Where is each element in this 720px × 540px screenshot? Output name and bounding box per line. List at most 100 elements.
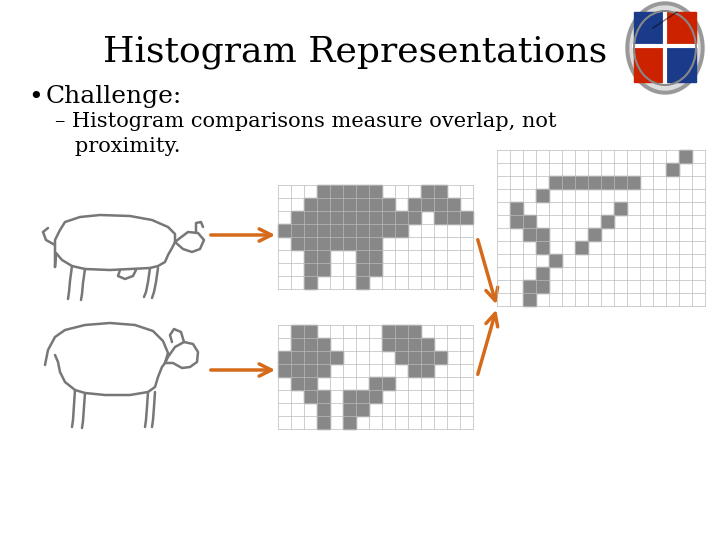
- Bar: [369, 237, 382, 250]
- Bar: [666, 163, 679, 176]
- Bar: [317, 263, 330, 276]
- Bar: [356, 250, 369, 263]
- Bar: [317, 338, 330, 351]
- Bar: [421, 338, 434, 351]
- Bar: [356, 237, 369, 250]
- Bar: [330, 185, 343, 198]
- Bar: [356, 276, 369, 289]
- Bar: [343, 390, 356, 403]
- Bar: [317, 237, 330, 250]
- Bar: [278, 351, 291, 364]
- Bar: [330, 211, 343, 224]
- Text: Histogram Representations: Histogram Representations: [103, 35, 607, 69]
- Bar: [562, 176, 575, 189]
- Bar: [278, 364, 291, 377]
- Bar: [382, 224, 395, 237]
- Bar: [382, 377, 395, 390]
- Bar: [614, 176, 627, 189]
- Bar: [575, 241, 588, 254]
- Bar: [356, 224, 369, 237]
- Bar: [369, 377, 382, 390]
- Bar: [304, 351, 317, 364]
- Bar: [460, 211, 473, 224]
- Bar: [356, 211, 369, 224]
- Bar: [634, 12, 665, 46]
- Bar: [447, 211, 460, 224]
- Bar: [408, 198, 421, 211]
- Bar: [421, 185, 434, 198]
- Bar: [317, 403, 330, 416]
- Bar: [536, 228, 549, 241]
- Bar: [356, 198, 369, 211]
- Bar: [634, 48, 665, 82]
- Bar: [421, 351, 434, 364]
- Bar: [317, 364, 330, 377]
- Bar: [369, 390, 382, 403]
- Bar: [382, 198, 395, 211]
- Bar: [369, 263, 382, 276]
- Bar: [588, 176, 601, 189]
- Bar: [421, 364, 434, 377]
- Bar: [278, 185, 473, 289]
- Bar: [356, 263, 369, 276]
- Bar: [395, 211, 408, 224]
- Bar: [291, 237, 304, 250]
- Bar: [343, 211, 356, 224]
- Bar: [304, 377, 317, 390]
- Bar: [317, 250, 330, 263]
- Bar: [304, 338, 317, 351]
- Bar: [356, 390, 369, 403]
- Bar: [382, 211, 395, 224]
- Bar: [408, 338, 421, 351]
- Bar: [330, 351, 343, 364]
- Bar: [408, 325, 421, 338]
- Bar: [369, 250, 382, 263]
- Text: •: •: [28, 85, 42, 109]
- Bar: [588, 228, 601, 241]
- Bar: [343, 185, 356, 198]
- Bar: [317, 390, 330, 403]
- Bar: [679, 150, 692, 163]
- Bar: [304, 364, 317, 377]
- Bar: [304, 211, 317, 224]
- Bar: [356, 185, 369, 198]
- Bar: [291, 325, 304, 338]
- Bar: [330, 224, 343, 237]
- Bar: [369, 224, 382, 237]
- Bar: [382, 325, 395, 338]
- Bar: [536, 267, 549, 280]
- Bar: [278, 325, 473, 429]
- Bar: [343, 237, 356, 250]
- Bar: [408, 351, 421, 364]
- Ellipse shape: [626, 2, 704, 94]
- Bar: [601, 215, 614, 228]
- Bar: [434, 198, 447, 211]
- Bar: [304, 325, 317, 338]
- Bar: [447, 198, 460, 211]
- Bar: [291, 338, 304, 351]
- Bar: [304, 390, 317, 403]
- Bar: [601, 176, 614, 189]
- Bar: [317, 211, 330, 224]
- Bar: [330, 198, 343, 211]
- Bar: [614, 202, 627, 215]
- Bar: [510, 215, 523, 228]
- Bar: [317, 198, 330, 211]
- Bar: [523, 280, 536, 293]
- Bar: [343, 198, 356, 211]
- Bar: [304, 276, 317, 289]
- Bar: [369, 211, 382, 224]
- Bar: [317, 351, 330, 364]
- Bar: [536, 280, 549, 293]
- Bar: [523, 215, 536, 228]
- Bar: [291, 224, 304, 237]
- Bar: [304, 237, 317, 250]
- Bar: [497, 150, 705, 306]
- Bar: [665, 48, 696, 82]
- Bar: [330, 237, 343, 250]
- Bar: [434, 351, 447, 364]
- Bar: [343, 224, 356, 237]
- Bar: [291, 211, 304, 224]
- Bar: [408, 211, 421, 224]
- Bar: [291, 377, 304, 390]
